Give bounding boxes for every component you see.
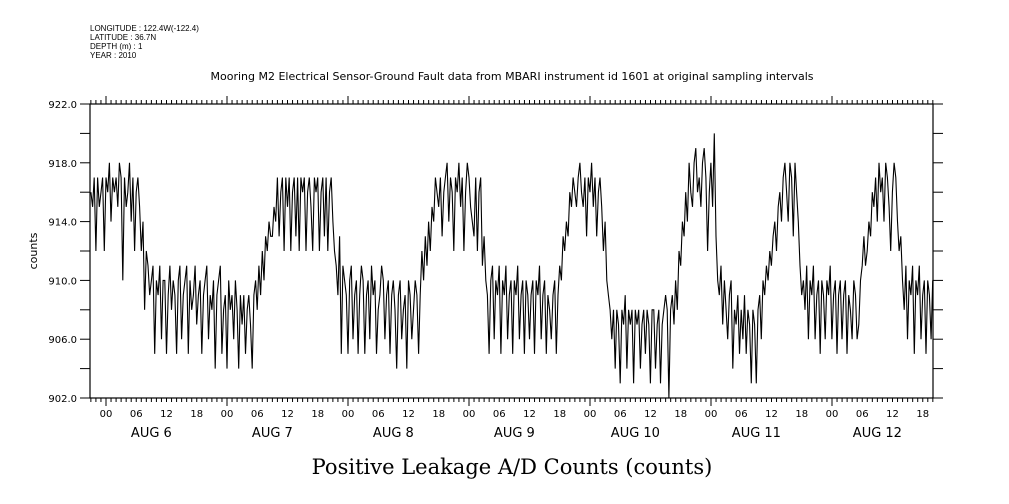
x-day-label: AUG 9	[494, 426, 535, 441]
day-labels: AUG 6 AUG 7 AUG 8 AUG 9 AUG 10 AUG 11 AUG 12	[131, 426, 902, 441]
y-tick-label: 902.0	[48, 394, 77, 405]
x-hour-label: 18	[674, 409, 687, 420]
chart-title: Mooring M2 Electrical Sensor-Ground Faul…	[211, 70, 814, 83]
series-line	[90, 133, 934, 399]
x-hour-label: 06	[856, 409, 869, 420]
x-hour-label: 06	[614, 409, 627, 420]
x-hour-label: 12	[281, 409, 294, 420]
x-hour-label: 00	[584, 409, 597, 420]
x-hour-label: 12	[765, 409, 778, 420]
x-hour-label: 06	[251, 409, 264, 420]
x-hour-label: 06	[735, 409, 748, 420]
y-tick-label: 922.0	[48, 100, 77, 111]
data-series	[90, 133, 934, 399]
x-day-label: AUG 8	[373, 426, 414, 441]
metadata-block: LONGITUDE : 122.4W(-122.4) LATITUDE : 36…	[90, 24, 199, 60]
plot-frame	[89, 103, 934, 399]
x-hour-label: 18	[311, 409, 324, 420]
x-day-label: AUG 6	[131, 426, 172, 441]
x-hour-label: 12	[644, 409, 657, 420]
x-hour-label: 00	[463, 409, 476, 420]
y-tick-label: 918.0	[48, 159, 77, 170]
x-axis-title: Positive Leakage A/D Counts (counts)	[312, 455, 713, 479]
meta-depth: DEPTH (m) : 1	[90, 42, 143, 51]
x-hour-label: 00	[100, 409, 113, 420]
x-hour-label: 12	[402, 409, 415, 420]
x-hour-label: 12	[523, 409, 536, 420]
x-hour-label: 12	[160, 409, 173, 420]
x-day-label: AUG 11	[732, 426, 781, 441]
x-hour-label: 18	[190, 409, 203, 420]
meta-longitude: LONGITUDE : 122.4W(-122.4)	[90, 24, 199, 33]
x-hour-label: 06	[493, 409, 506, 420]
x-hour-label: 00	[705, 409, 718, 420]
x-tick-labels: 00 06 12 18 00 06 12 18 00 06 12 18 00 06 12 18 00 06 12 18…	[100, 409, 929, 420]
x-hour-label: 18	[432, 409, 445, 420]
x-day-label: AUG 12	[853, 426, 902, 441]
x-hour-label: 18	[795, 409, 808, 420]
x-day-label: AUG 10	[611, 426, 660, 441]
axes	[80, 96, 943, 406]
y-tick-labels: 902.0 906.0 910.0 914.0 918.0 922.0	[48, 100, 77, 405]
x-hour-label: 00	[221, 409, 234, 420]
y-tick-label: 906.0	[48, 335, 77, 346]
x-hour-label: 12	[886, 409, 899, 420]
x-hour-label: 00	[342, 409, 355, 420]
x-hour-label: 18	[553, 409, 566, 420]
x-hour-label: 18	[916, 409, 929, 420]
x-day-label: AUG 7	[252, 426, 293, 441]
x-hour-label: 06	[130, 409, 143, 420]
y-axis-label: counts	[27, 232, 40, 269]
x-hour-label: 06	[372, 409, 385, 420]
meta-latitude: LATITUDE : 36.7N	[90, 33, 156, 42]
y-tick-label: 910.0	[48, 276, 77, 287]
x-hour-label: 00	[826, 409, 839, 420]
y-tick-label: 914.0	[48, 218, 77, 229]
meta-year: YEAR : 2010	[90, 51, 137, 60]
